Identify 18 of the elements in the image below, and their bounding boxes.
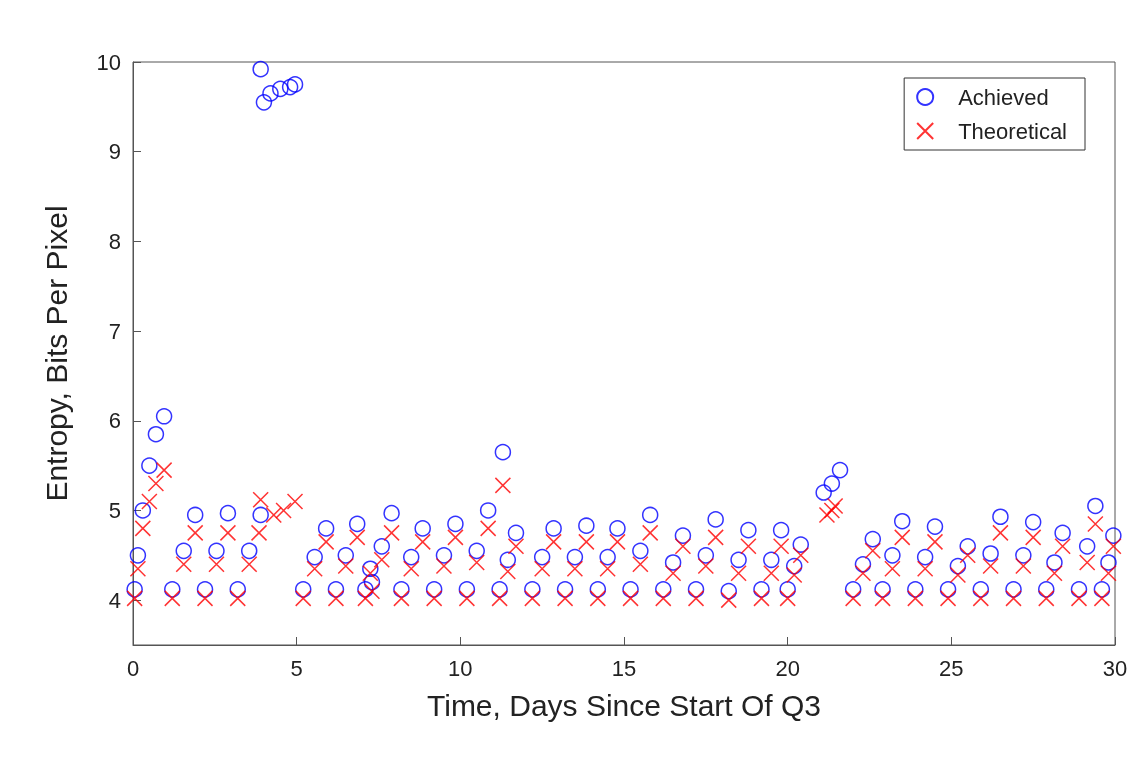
y-tick-label: 8 <box>108 228 121 254</box>
legend-label: Achieved <box>958 84 1049 110</box>
x-tick-label: 25 <box>939 655 964 681</box>
x-tick-label: 30 <box>1102 655 1128 681</box>
x-tick-label: 0 <box>126 655 140 681</box>
y-axis-title: Entropy, Bits Per Pixel <box>39 205 73 502</box>
x-tick-label: 5 <box>290 655 303 681</box>
legend-label: Theoretical <box>958 118 1068 144</box>
y-tick-label: 7 <box>108 318 121 344</box>
x-tick-label: 10 <box>448 655 473 681</box>
y-tick-label: 5 <box>108 497 121 523</box>
y-tick-label: 6 <box>108 408 121 434</box>
y-tick-label: 9 <box>108 139 121 165</box>
x-tick-label: 20 <box>775 655 800 681</box>
x-axis-title: Time, Days Since Start Of Q3 <box>427 688 821 722</box>
x-tick-label: 15 <box>611 655 637 681</box>
y-tick-label: 10 <box>96 49 121 75</box>
y-tick-label: 4 <box>108 587 121 613</box>
